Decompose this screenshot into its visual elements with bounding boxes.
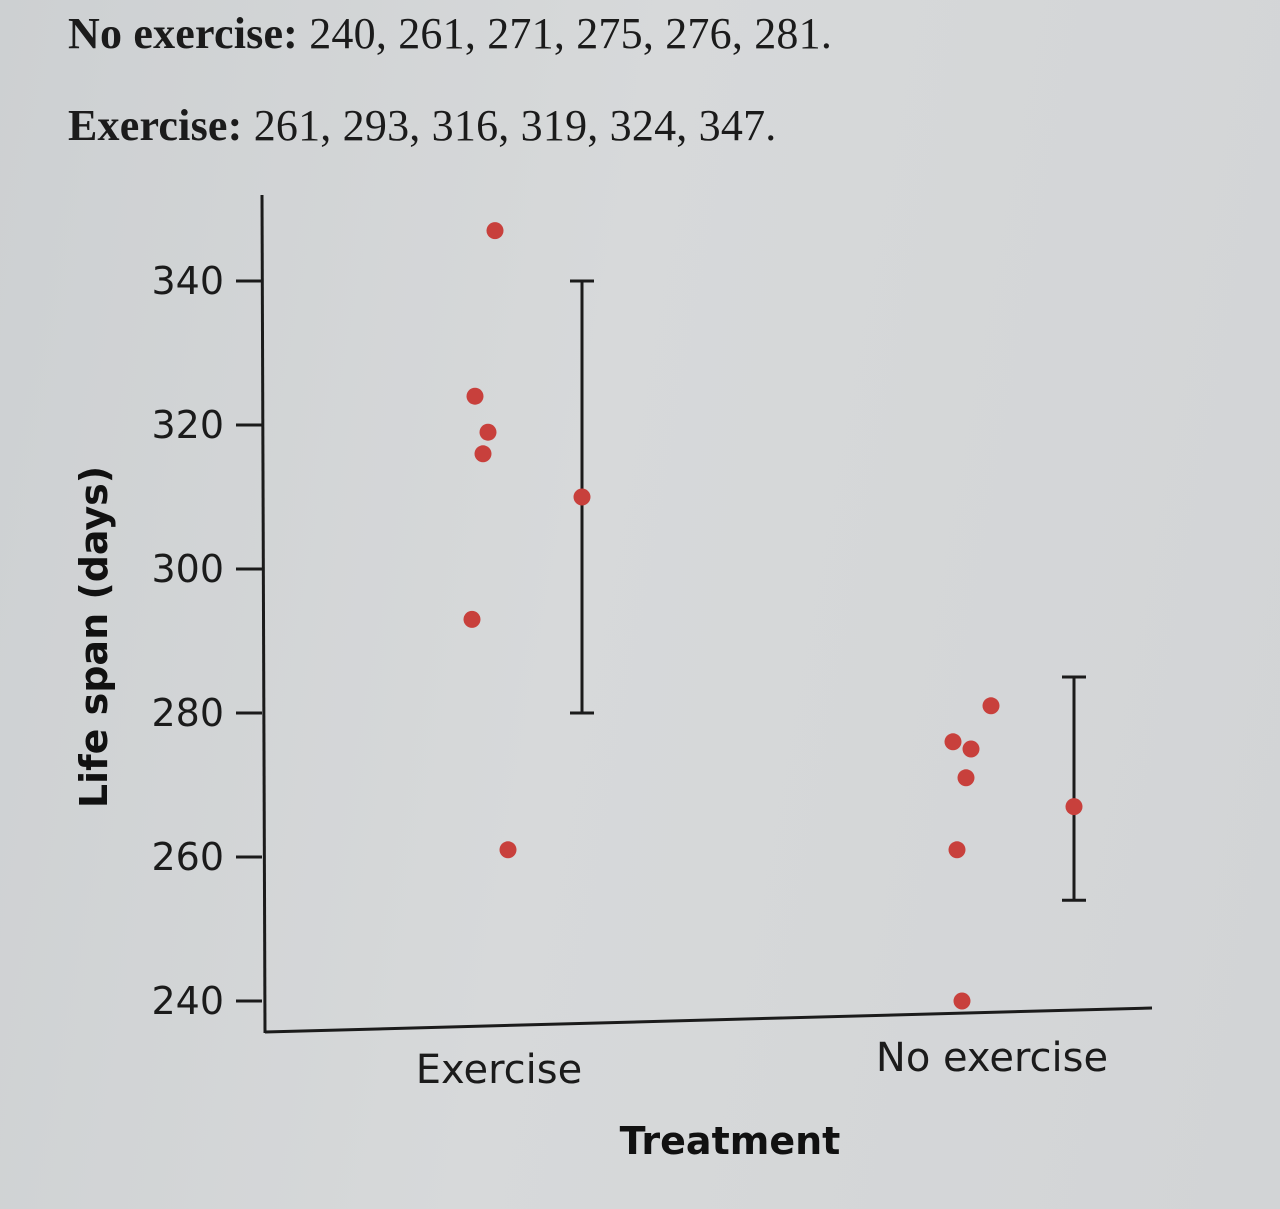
data-point-no-exercise-275 bbox=[962, 740, 980, 758]
y-ticks: 240 260 280 300 320 340 bbox=[151, 259, 262, 1023]
y-axis-line bbox=[260, 194, 267, 1034]
x-axis-title: Treatment bbox=[620, 1119, 841, 1163]
data-point-no-exercise-271 bbox=[957, 769, 975, 787]
data-point-no-exercise-276 bbox=[944, 733, 962, 751]
data-point-no-exercise-240 bbox=[953, 992, 971, 1010]
data-point-exercise-319 bbox=[479, 423, 497, 441]
no-exercise-values: 240, 261, 271, 275, 276, 281. bbox=[309, 9, 833, 58]
data-point-exercise-316 bbox=[474, 445, 492, 463]
exercise-values: 261, 293, 316, 319, 324, 347. bbox=[253, 101, 777, 150]
y-tick-label-320: 320 bbox=[151, 403, 224, 447]
data-point-exercise-293 bbox=[463, 610, 481, 628]
y-tick-label-280: 280 bbox=[151, 691, 224, 735]
x-category-label-exercise: Exercise bbox=[416, 1047, 582, 1093]
data-points bbox=[463, 222, 1083, 1010]
data-point-exercise-261 bbox=[499, 841, 517, 859]
exercise-label: Exercise: bbox=[68, 101, 243, 150]
y-tick-label-340: 340 bbox=[151, 259, 224, 303]
no-exercise-label: No exercise: bbox=[68, 9, 299, 58]
data-point-exercise-347 bbox=[486, 222, 504, 240]
no-exercise-data-line: No exercise: 240, 261, 271, 275, 276, 28… bbox=[68, 8, 832, 59]
y-tick-label-300: 300 bbox=[151, 547, 224, 591]
y-axis-title: Life span (days) bbox=[72, 466, 116, 808]
error-bars bbox=[570, 279, 1086, 902]
data-point-no-exercise-261 bbox=[948, 841, 966, 859]
x-axis-line bbox=[264, 1006, 1153, 1034]
mean-point-exercise bbox=[573, 488, 591, 506]
data-point-no-exercise-281 bbox=[982, 697, 1000, 715]
x-category-label-no-exercise: No exercise bbox=[876, 1035, 1108, 1081]
data-point-exercise-324 bbox=[466, 387, 484, 405]
mean-point-no-exercise bbox=[1065, 798, 1083, 816]
y-tick-label-260: 260 bbox=[151, 835, 224, 879]
exercise-data-line: Exercise: 261, 293, 316, 319, 324, 347. bbox=[68, 100, 777, 151]
y-tick-label-240: 240 bbox=[151, 979, 224, 1023]
